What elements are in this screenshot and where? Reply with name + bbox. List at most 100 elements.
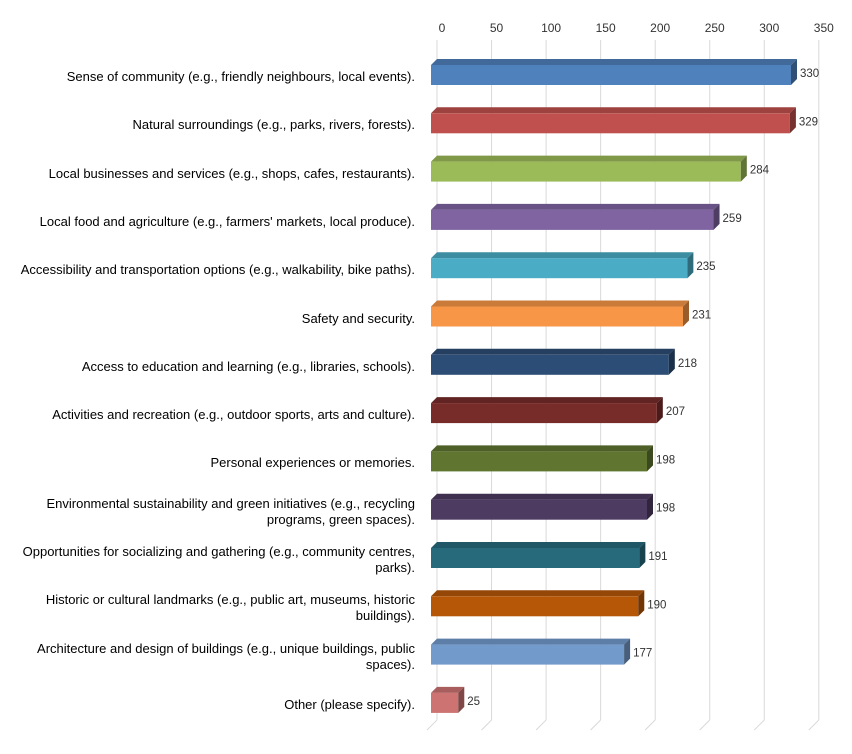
- bar-side-face: [624, 638, 631, 665]
- bar-top-face: [431, 203, 720, 210]
- bar-front-face: [431, 596, 639, 617]
- bar-top-face: [431, 638, 631, 645]
- gridline-floor: [426, 719, 438, 731]
- gridline-floor: [808, 719, 820, 731]
- category-label: Other (please specify).: [284, 696, 415, 712]
- bar-side-face: [639, 542, 646, 568]
- bar-side-face: [656, 397, 663, 424]
- bar-side-face: [458, 686, 465, 713]
- category-label: Opportunities for socializing and gather…: [22, 544, 415, 575]
- x-tick-label: 300: [759, 21, 779, 35]
- bar: [431, 686, 465, 713]
- data-label: 231: [692, 310, 711, 322]
- category-label: Architecture and design of buildings (e.…: [37, 640, 415, 672]
- x-tick-label: 350: [814, 21, 834, 35]
- bar-side-face: [740, 155, 747, 182]
- data-label: 284: [750, 165, 770, 177]
- x-tick-label: 50: [490, 21, 504, 35]
- bar: [431, 397, 663, 424]
- data-label: 190: [647, 599, 666, 611]
- bar-side-face: [790, 59, 797, 85]
- data-labels: 330 329 284 259 235 231 218 207 198 198 191 190 177 2…: [467, 68, 819, 708]
- bar: [431, 252, 694, 279]
- data-label: 191: [648, 551, 667, 563]
- bars: [431, 59, 797, 713]
- bar-front-face: [431, 161, 741, 182]
- category-label: Sense of community (e.g., friendly neigh…: [66, 69, 415, 84]
- bar-front-face: [431, 499, 647, 520]
- data-label: 330: [800, 68, 819, 80]
- category-label: Local food and agriculture (e.g., farmer…: [39, 213, 415, 229]
- bar: [431, 59, 797, 85]
- category-label: Personal experiences or memories.: [210, 455, 415, 471]
- bar: [431, 300, 689, 327]
- bar-front-face: [431, 644, 625, 665]
- gridline-floor: [644, 719, 656, 731]
- data-label: 329: [799, 116, 818, 128]
- bar-front-face: [431, 403, 657, 424]
- category-label: Activities and recreation (e.g., outdoor…: [52, 407, 415, 423]
- x-tick-label: 200: [650, 21, 670, 35]
- bar-front-face: [431, 113, 790, 134]
- category-label: Natural surroundings (e.g., parks, river…: [132, 117, 416, 133]
- bar-side-face: [789, 107, 796, 134]
- bar-top-face: [431, 107, 796, 114]
- data-label: 207: [666, 406, 685, 418]
- x-tick-label: 150: [596, 21, 616, 35]
- x-axis-ticks: 0 50 100 150 200 250 300 350: [439, 21, 834, 35]
- x-tick-label: 100: [541, 21, 561, 35]
- bar-front-face: [431, 258, 688, 279]
- bar-top-face: [431, 493, 653, 500]
- bar-side-face: [668, 348, 675, 375]
- bar-top-face: [431, 542, 646, 548]
- bar-top-face: [431, 300, 689, 307]
- bar-front-face: [431, 65, 791, 85]
- bar-front-face: [431, 692, 459, 713]
- bar-top-face: [431, 686, 465, 693]
- bar-side-face: [638, 590, 645, 617]
- bar-front-face: [431, 451, 647, 472]
- gridlines: [426, 40, 820, 731]
- data-label: 177: [633, 648, 652, 660]
- bar-side-face: [713, 203, 720, 230]
- bar: [431, 155, 747, 182]
- bar: [431, 107, 796, 134]
- bar: [431, 542, 646, 568]
- category-label: Safety and security.: [301, 310, 415, 326]
- gridline-floor: [535, 719, 547, 731]
- data-label: 259: [723, 213, 742, 225]
- data-label: 25: [467, 696, 480, 708]
- gridline-floor: [481, 719, 492, 731]
- data-label: 198: [656, 454, 675, 466]
- bar-side-face: [687, 252, 694, 279]
- category-label: Historic or cultural landmarks (e.g., pu…: [45, 592, 415, 624]
- data-label: 235: [696, 261, 715, 273]
- bar-top-face: [431, 155, 747, 162]
- bar: [431, 493, 653, 520]
- category-label: Local businesses and services (e.g., sho…: [48, 165, 415, 181]
- x-tick-label: 0: [439, 21, 446, 35]
- bar-top-face: [431, 445, 653, 452]
- bar-top-face: [431, 252, 694, 259]
- bar: [431, 203, 720, 230]
- bar-top-face: [431, 59, 797, 65]
- bar-top-face: [431, 348, 675, 355]
- category-label: Accessibility and transportation options…: [20, 262, 415, 278]
- gridline-floor: [753, 719, 765, 731]
- bar-side-face: [682, 300, 689, 327]
- category-label: Access to education and learning (e.g., …: [81, 358, 415, 374]
- data-label: 198: [656, 503, 675, 515]
- data-label: 218: [678, 358, 697, 370]
- gridline-floor: [590, 719, 601, 731]
- bar: [431, 445, 653, 472]
- bar-side-face: [646, 493, 653, 520]
- bar-top-face: [431, 397, 663, 404]
- gridline-floor: [699, 719, 711, 731]
- bar: [431, 348, 675, 375]
- bar: [431, 590, 645, 617]
- bar-top-face: [431, 590, 645, 597]
- bar-front-face: [431, 548, 640, 568]
- bar-side-face: [646, 445, 653, 472]
- x-tick-label: 250: [705, 21, 725, 35]
